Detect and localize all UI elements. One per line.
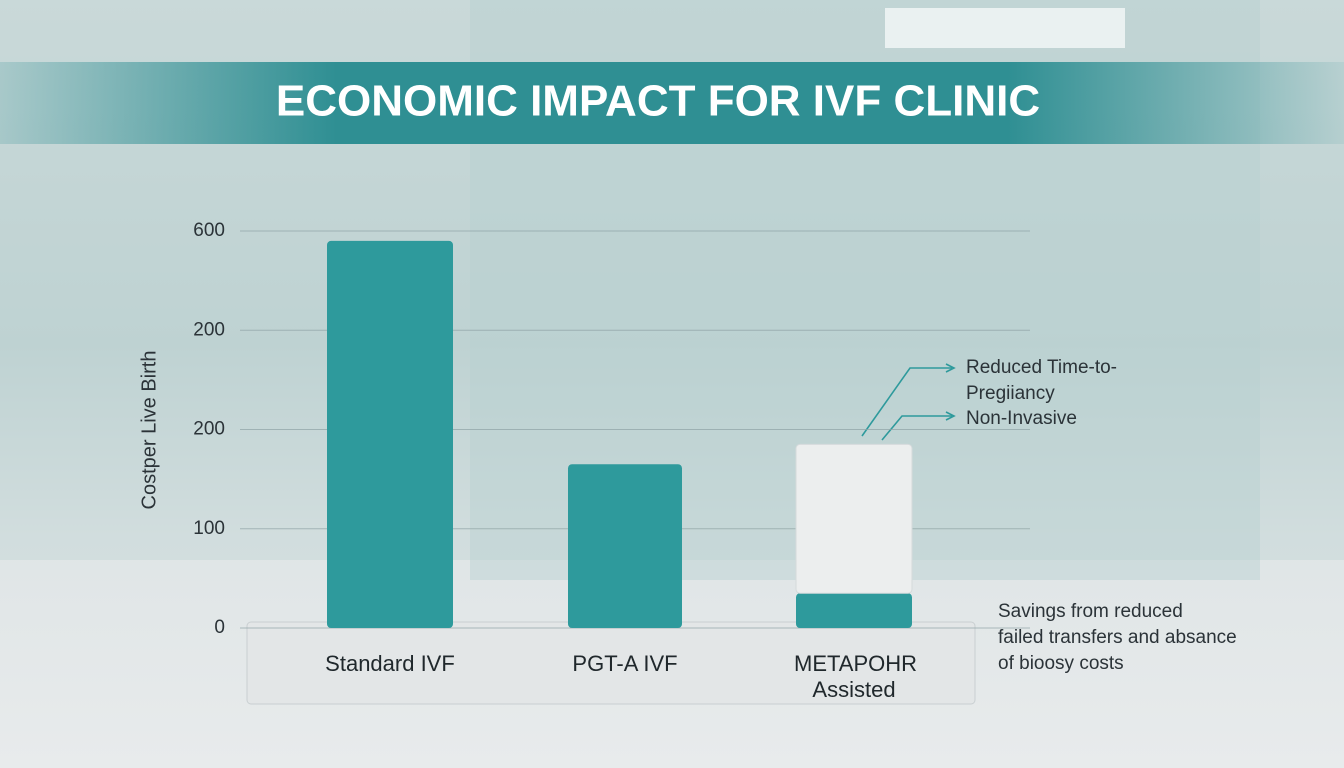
title-banner: [0, 62, 1344, 144]
y-tick-label: 200: [193, 319, 225, 340]
y-tick-label: 0: [214, 617, 225, 638]
arrow-head: [945, 411, 956, 421]
y-tick-label: 600: [193, 220, 225, 241]
arrows: [861, 363, 956, 441]
arrow: [881, 415, 952, 441]
y-tick-label: 100: [193, 518, 225, 539]
bar: [795, 443, 913, 594]
annotation: Reduced Time-to-: [966, 357, 1117, 378]
x-tick-label: PGT-A IVF: [572, 651, 678, 676]
y-axis-label: Costper Live Birth: [138, 351, 160, 510]
arrow-head: [945, 363, 956, 373]
annotation: Pregiiancy: [966, 383, 1055, 404]
y-tick-label: 200: [193, 419, 225, 440]
arrow: [861, 367, 952, 437]
bar: [327, 240, 453, 629]
annotation: Savings from reduced: [998, 601, 1183, 622]
x-tick-label: Standard IVF: [325, 651, 455, 676]
chart-title: ECONOMIC IMPACT FOR IVF CLINIC: [276, 77, 1040, 126]
bar: [568, 464, 682, 628]
x-tick-label: METAPOHR Assisted: [794, 651, 918, 702]
annotation: failed transfers and absance: [998, 627, 1237, 648]
annotations: Reduced Time-to- Pregiiancy Non-Invasive…: [966, 357, 1237, 674]
bar: [796, 593, 912, 628]
annotation: Non-Invasive: [966, 408, 1077, 429]
annotation: of bioosy costs: [998, 653, 1124, 674]
ceiling-light: [885, 8, 1125, 48]
